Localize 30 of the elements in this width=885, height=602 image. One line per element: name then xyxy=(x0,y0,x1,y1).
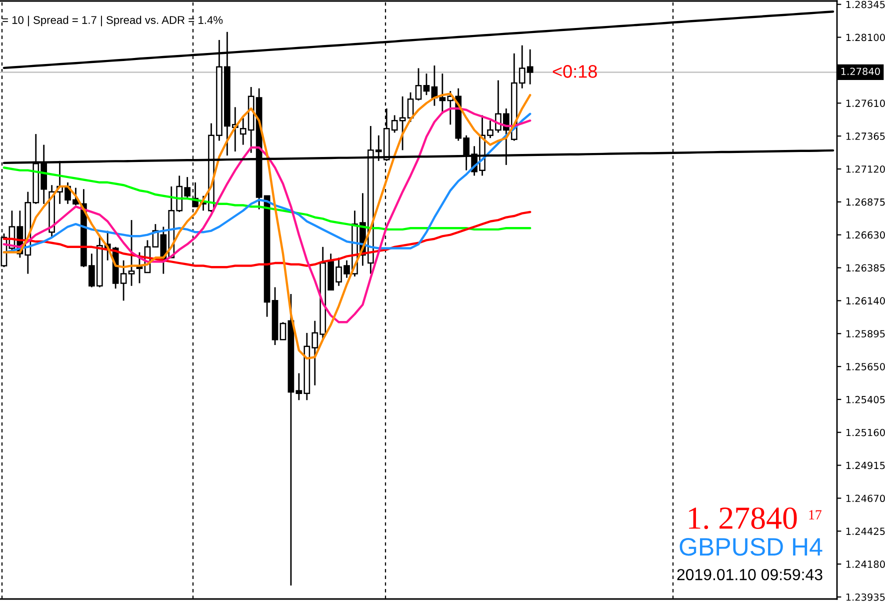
y-tick-label: 1.27610 xyxy=(846,100,885,107)
y-tick-label: 1.26385 xyxy=(846,264,885,272)
y-tick-label: 1.27365 xyxy=(846,132,885,140)
candlestick xyxy=(128,219,135,287)
annotation: 17 xyxy=(809,510,822,520)
y-tick-label: 1.24915 xyxy=(846,462,885,470)
y-tick-label: 1.28345 xyxy=(846,0,885,8)
annotation: <0:18 xyxy=(552,65,597,78)
y-tick-label: 1.24425 xyxy=(846,528,885,535)
y-tick-label: 1.25650 xyxy=(846,362,885,370)
annotation: 1. 27840 xyxy=(689,507,797,530)
candlestick xyxy=(423,72,430,96)
candlestick xyxy=(415,67,422,102)
y-tick-label: 1.26140 xyxy=(846,297,885,305)
ref-line-label: 1.27840 xyxy=(841,68,880,76)
y-tick-label: 1.25895 xyxy=(846,330,885,338)
annotation: = 10 | Spread = 1.7 | Spread vs. ADR = 1.4% xyxy=(2,16,223,26)
y-tick-label: 1.23935 xyxy=(846,593,885,601)
y-tick-label: 1.25160 xyxy=(846,428,885,436)
annotation: GBPUSD H4 xyxy=(680,538,822,556)
y-tick-label: 1.27120 xyxy=(846,165,885,173)
y-tick-label: 1.25405 xyxy=(846,396,885,404)
y-tick-label: 1.24670 xyxy=(846,494,885,502)
line-series xyxy=(2,166,532,231)
candlestick xyxy=(280,321,286,340)
annotation: 2019.01.10 09:59:43 xyxy=(677,568,822,580)
y-tick-label: 1.26630 xyxy=(846,231,885,239)
y-tick-label: 1.26875 xyxy=(846,198,885,206)
y-tick-label: 1.24180 xyxy=(846,560,885,568)
y-tick-label: 1.28100 xyxy=(846,34,885,42)
